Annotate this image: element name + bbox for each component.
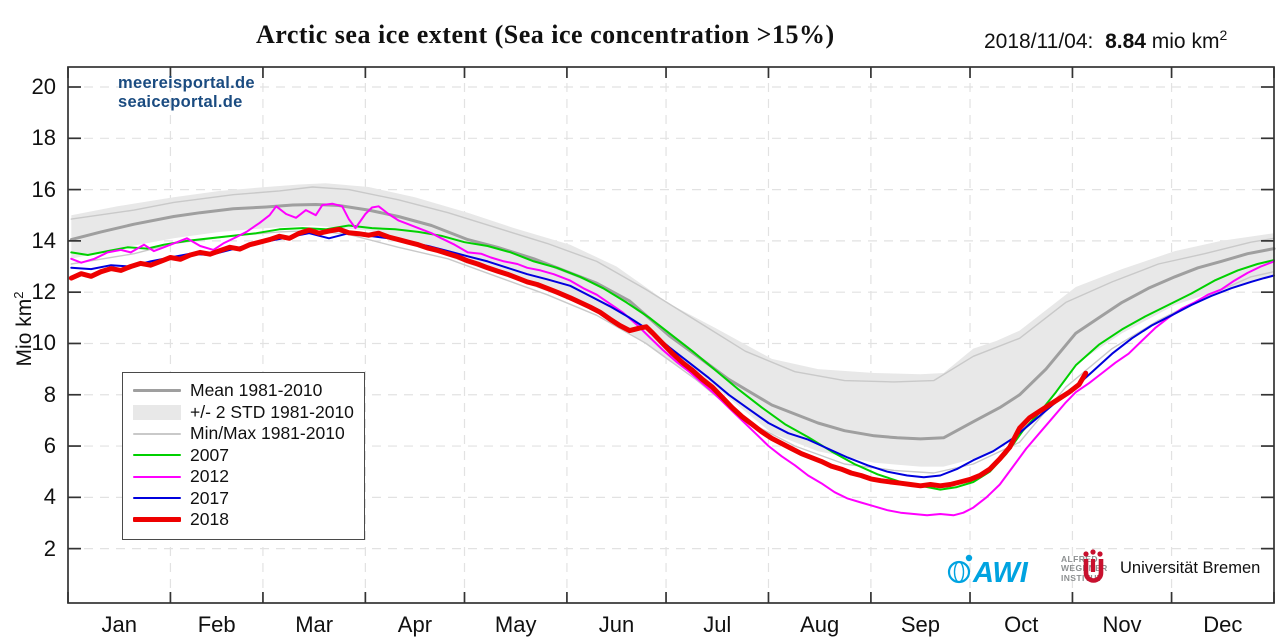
watermark: meereisportal.de seaiceportal.de [118, 74, 255, 112]
x-month-label: Sep [900, 612, 941, 637]
y-tick-label: 6 [43, 433, 56, 459]
legend-item: Min/Max 1981-2010 [133, 423, 354, 445]
watermark-line2: seaiceportal.de [118, 93, 243, 111]
x-month-label: Oct [1004, 612, 1039, 637]
x-month-label: Dec [1203, 612, 1243, 637]
legend-swatch [133, 454, 181, 457]
legend-label: 2017 [190, 487, 229, 508]
y-tick-label: 4 [43, 484, 56, 510]
legend-swatch [133, 404, 181, 420]
legend-label: Mean 1981-2010 [190, 380, 323, 401]
legend-swatch [133, 475, 181, 478]
annotation-unit: mio km [1145, 30, 1220, 53]
y-tick-label: 2 [43, 535, 56, 561]
bremen-logo-mark [1083, 549, 1104, 583]
y-tick-label: 12 [31, 279, 56, 305]
std-band [71, 183, 1274, 467]
legend-label: +/- 2 STD 1981-2010 [190, 401, 354, 422]
legend-label: 2007 [190, 444, 229, 465]
awi-dot-icon [965, 554, 973, 562]
x-month-label: Jul [703, 612, 732, 637]
bremen-logo-text: Universität Bremen [1120, 558, 1261, 577]
legend-item: 2017 [133, 488, 354, 510]
annotation-unit-exponent: 2 [1219, 27, 1228, 43]
legend-item: 2018 [133, 509, 354, 531]
series-min-1981-2010 [70, 229, 1275, 474]
chart-title: Arctic sea ice extent (Sea ice concentra… [256, 20, 835, 49]
y-tick-label: 16 [31, 176, 56, 202]
series-2018 [68, 226, 1089, 489]
legend-swatch [133, 497, 181, 500]
x-month-label: Jan [101, 612, 137, 637]
annotation-value: 8.84 [1105, 30, 1146, 53]
series-mean-1981-2010 [69, 203, 1276, 441]
legend-label: 2018 [190, 509, 229, 530]
current-value-annotation: 2018/11/04: 8.84 mio km2 [984, 27, 1227, 54]
legend-swatch [133, 389, 181, 393]
awi-abbr: AWI [972, 557, 1029, 589]
y-tick-label: 8 [43, 381, 56, 407]
series-2007 [70, 224, 1275, 491]
legend-item: 2012 [133, 466, 354, 488]
y-tick-label: 20 [31, 74, 56, 99]
x-month-label: Aug [800, 612, 840, 637]
legend-swatch [133, 432, 181, 435]
legend-item: +/- 2 STD 1981-2010 [133, 402, 354, 424]
series-max-1981-2010 [70, 186, 1275, 383]
awi-text-line: ALFRED [1061, 553, 1098, 564]
watermark-line1: meereisportal.de [118, 74, 255, 92]
legend-label: 2012 [190, 466, 229, 487]
legend-swatch [133, 517, 181, 523]
x-month-label: Jun [598, 612, 635, 637]
legend-item: Mean 1981-2010 [133, 380, 354, 402]
legend: Mean 1981-2010 +/- 2 STD 1981-2010 Min/Max… [122, 372, 365, 540]
awi-text-line: INSTITUT [1061, 572, 1103, 583]
y-tick-label: 14 [31, 227, 56, 253]
axes-box [67, 66, 1275, 604]
annotation-date: 2018/11/04: [984, 30, 1094, 53]
x-month-label: Nov [1102, 612, 1142, 637]
x-month-label: Mar [295, 612, 334, 637]
series-2012 [70, 202, 1275, 517]
x-month-label: May [494, 612, 537, 637]
x-month-label: Feb [197, 612, 236, 637]
legend-label: Min/Max 1981-2010 [190, 423, 345, 444]
x-month-label: Apr [397, 612, 433, 637]
awi-logo-mark: AWI [947, 554, 1029, 589]
bremen-logo: Universität Bremen [1078, 548, 1260, 588]
y-tick-label: 18 [31, 125, 56, 151]
y-tick-label: 10 [31, 330, 56, 356]
legend-item: 2007 [133, 445, 354, 467]
